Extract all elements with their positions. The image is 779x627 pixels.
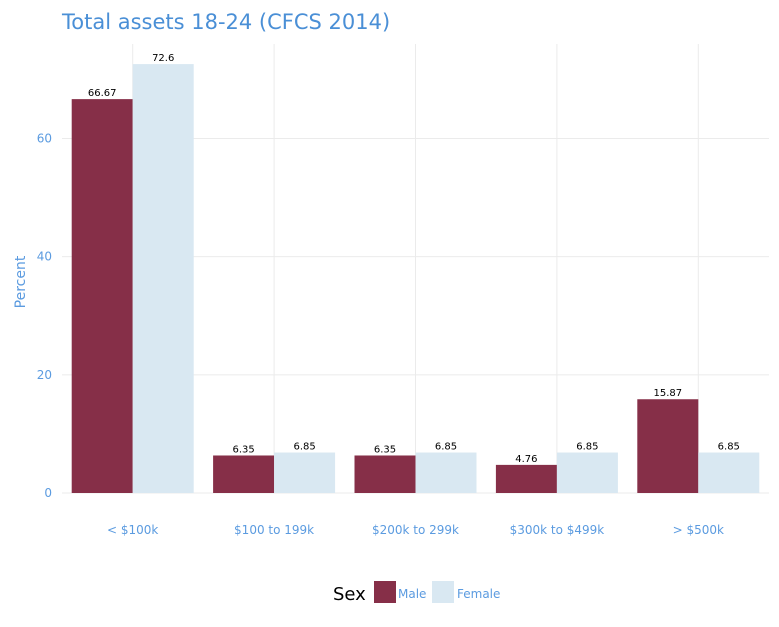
bar-value-label: 6.35: [232, 444, 254, 455]
bar-female: [556, 452, 618, 493]
x-tick-label: $300k to $499k: [510, 523, 605, 537]
bar-value-label: 6.35: [374, 444, 396, 455]
bar-male: [213, 455, 275, 493]
bar-female: [132, 64, 194, 493]
y-tick-label: 20: [37, 368, 52, 382]
bar-value-label: 6.85: [293, 442, 315, 453]
bar-female: [415, 452, 477, 493]
x-tick-label: $200k to 299k: [372, 523, 459, 537]
chart-title: Total assets 18-24 (CFCS 2014): [61, 10, 390, 34]
legend-label-male: Male: [398, 587, 426, 601]
legend-label-female: Female: [457, 587, 500, 601]
bar-value-label: 15.87: [653, 388, 682, 399]
bar-value-label: 6.85: [576, 442, 598, 453]
y-tick-label: 0: [44, 486, 52, 500]
y-axis-title: Percent: [13, 255, 29, 308]
bar-value-label: 6.85: [435, 442, 457, 453]
legend: Sex Male Female: [333, 581, 500, 605]
bar-value-label: 4.76: [515, 454, 537, 465]
bar-male: [354, 455, 416, 493]
axis-layer: 0 20 40 60 < $100k $100 to 199k $200k to 299k $…: [37, 132, 724, 537]
y-tick-label: 40: [37, 250, 52, 264]
x-tick-label: $100 to 199k: [234, 523, 314, 537]
bar-value-label: 66.67: [88, 88, 117, 99]
legend-key-male: [374, 581, 396, 603]
data-label-layer: 66.67 6.35 6.35 4.76 15.87 72.6 6.85 6.85 6.85 6.…: [88, 53, 740, 465]
bar-layer: [71, 64, 760, 493]
legend-title: Sex: [333, 584, 366, 605]
bar-female: [698, 452, 760, 493]
x-tick-label: < $100k: [107, 523, 158, 537]
bar-female: [274, 452, 336, 493]
bar-value-label: 6.85: [718, 442, 740, 453]
bar-male: [71, 99, 133, 493]
y-tick-label: 60: [37, 132, 52, 146]
bar-male: [495, 464, 557, 493]
bar-male: [637, 399, 699, 493]
bar-value-label: 72.6: [152, 53, 174, 64]
legend-key-female: [432, 581, 454, 603]
x-tick-label: > $500k: [673, 523, 724, 537]
